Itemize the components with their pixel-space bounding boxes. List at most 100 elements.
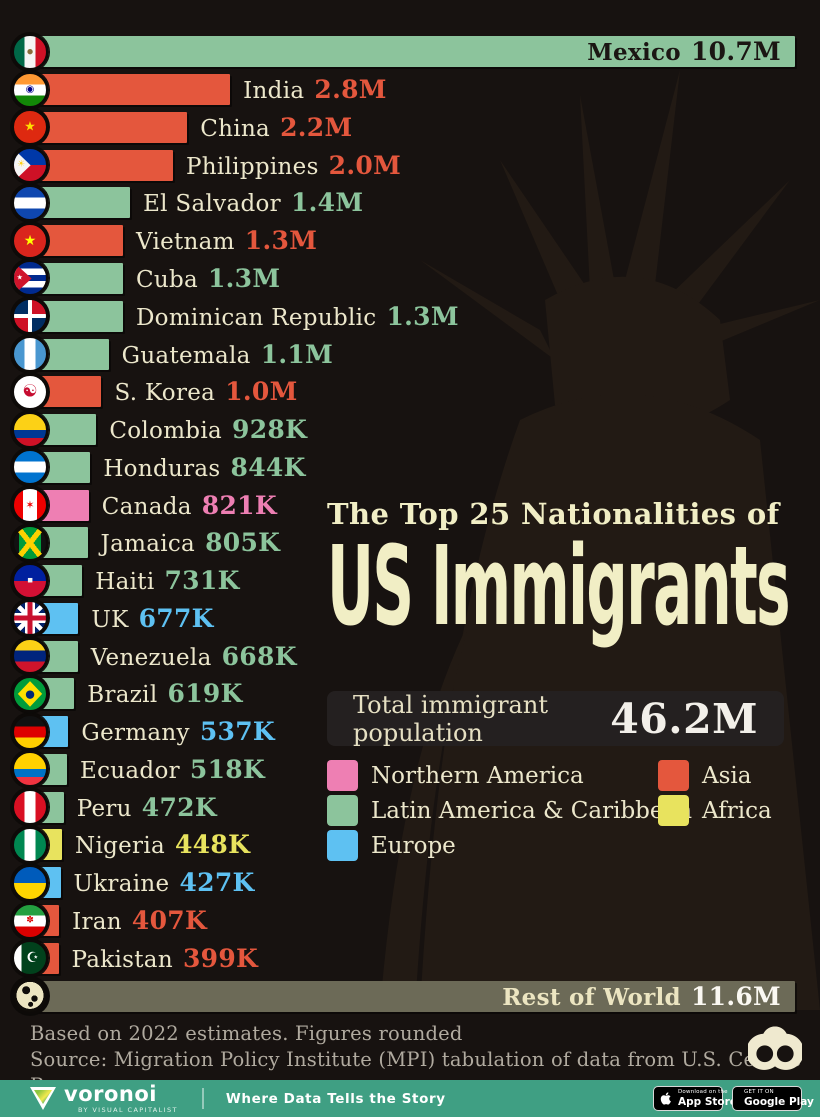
guatemala-flag-icon	[11, 335, 49, 374]
title-block: The Top 25 Nationalities of US Immigrant…	[327, 497, 791, 641]
value-label: 821K	[201, 490, 277, 520]
total-population-box: Total immigrant population 46.2M	[327, 691, 784, 747]
legend-label: Northern America	[371, 762, 584, 789]
country-label: Honduras	[103, 455, 221, 482]
bar-row-nigeria: Nigeria 448K	[0, 825, 820, 864]
google-play-badge-line2: Google Play	[744, 1095, 814, 1108]
china-flag-icon: ★	[11, 108, 49, 147]
legend-label: Asia	[702, 762, 752, 789]
voronoi-logo: voronoi BY VISUAL CAPITALIST	[64, 1083, 178, 1114]
legend-item-europe: Europe	[327, 830, 658, 861]
haiti-flag-icon: ▪	[11, 561, 49, 600]
footer-notes: Based on 2022 estimates. Figures rounded…	[30, 1021, 820, 1099]
bar-row-colombia: Colombia 928K	[0, 410, 820, 449]
legend-label: Latin America & Caribbean	[371, 797, 693, 824]
country-label: China	[200, 115, 271, 142]
bar-row-honduras: Honduras 844K	[0, 448, 820, 487]
bar-philippines	[30, 149, 173, 181]
country-label: S. Korea	[114, 380, 216, 407]
bar-row-rest-of-world: Rest of World 11.6M	[0, 977, 820, 1016]
value-label: 928K	[232, 415, 308, 445]
value-label: 805K	[205, 528, 281, 558]
bar-row-uk: UK 677K	[0, 599, 820, 638]
bar-row-brazil: ● Brazil 619K	[0, 674, 820, 713]
philippines-flag-icon: ☀	[11, 146, 49, 185]
country-label: Jamaica	[100, 531, 196, 558]
value-label: 537K	[199, 717, 275, 747]
legend-label: Europe	[371, 832, 456, 859]
value-label: 1.3M	[386, 301, 459, 331]
value-label: 11.6M	[690, 981, 781, 1011]
legend-swatch-europe	[327, 830, 358, 861]
chart-subtitle: The Top 25 Nationalities of	[327, 497, 780, 531]
country-label: Canada	[101, 493, 192, 520]
value-label: 448K	[175, 830, 251, 860]
bar-row-jamaica: Jamaica 805K	[0, 523, 820, 562]
country-label: UK	[91, 606, 129, 633]
s-korea-flag-icon: ☯	[11, 372, 49, 411]
bar-row-peru: Peru 472K	[0, 788, 820, 827]
jamaica-flag-icon	[11, 523, 49, 562]
value-label: 1.4M	[290, 188, 364, 218]
bar-row-iran: ✽ Iran 407K	[0, 901, 820, 940]
bar-row-haiti: ▪ Haiti 731K	[0, 561, 820, 600]
ecuador-flag-icon	[11, 750, 49, 789]
value-label: 677K	[138, 603, 214, 633]
value-label: 518K	[189, 754, 266, 784]
legend-swatch-africa	[658, 795, 689, 826]
peru-flag-icon	[11, 788, 49, 827]
value-label: 1.1M	[260, 339, 334, 369]
uk-flag-icon	[11, 599, 49, 638]
legend-swatch-northern-america	[327, 760, 358, 791]
dominican-republic-flag-icon	[11, 297, 49, 336]
bar-row-ecuador: Ecuador 518K	[0, 750, 820, 789]
country-label: Pakistan	[71, 946, 173, 973]
value-label: 619K	[167, 679, 243, 709]
canada-flag-icon: ✶	[11, 486, 49, 525]
value-label: 1.3M	[244, 226, 318, 256]
bar-row-canada: ✶ Canada 821K	[0, 486, 820, 525]
honduras-flag-icon	[11, 448, 49, 487]
value-label: 427K	[179, 868, 255, 898]
country-label: Haiti	[95, 569, 155, 596]
bar-india	[30, 74, 231, 106]
vietnam-flag-icon: ★	[11, 221, 49, 260]
total-population-value: 46.2M	[610, 694, 758, 743]
bar-china	[30, 111, 188, 143]
country-label: Rest of World	[502, 983, 681, 1011]
legend-swatch-asia	[658, 760, 689, 791]
visual-capitalist-logo-icon	[748, 1024, 802, 1072]
country-label: Nigeria	[75, 833, 165, 860]
value-label: 731K	[164, 566, 240, 596]
brand-bar: voronoi BY VISUAL CAPITALIST Where Data …	[0, 1080, 820, 1117]
bar-chart: ● Mexico 10.7M ◉ India 2.8M ★ China 2.2M ☀ Philipp…	[0, 32, 820, 1016]
bar-row-mexico: ● Mexico 10.7M	[0, 32, 820, 71]
india-flag-icon: ◉	[11, 70, 49, 109]
bar-row-pakistan: ☪ Pakistan 399K	[0, 939, 820, 978]
country-label: Peru	[76, 795, 132, 822]
value-label: 472K	[141, 792, 217, 822]
bar-row-dominican-republic: Dominican Republic 1.3M	[0, 297, 820, 336]
country-label: Brazil	[87, 682, 158, 709]
bar-row-cuba: ★ Cuba 1.3M	[0, 259, 820, 298]
cuba-flag-icon: ★	[11, 259, 49, 298]
country-label: Cuba	[135, 266, 198, 293]
legend-item-asia: Asia	[658, 760, 772, 791]
value-label: 399K	[182, 943, 259, 973]
google-play-badge-line1: GET IT ON	[744, 1089, 774, 1095]
iran-flag-icon: ✽	[11, 901, 49, 940]
bar-row-el-salvador: El Salvador 1.4M	[0, 183, 820, 222]
brand-tagline: Where Data Tells the Story	[225, 1090, 446, 1107]
value-label: 1.3M	[207, 263, 281, 293]
germany-flag-icon	[11, 712, 49, 751]
app-store-badge[interactable]: Download on the App Store	[653, 1086, 737, 1111]
country-label: Vietnam	[135, 229, 235, 256]
country-label: India	[243, 78, 305, 105]
bar-row-india: ◉ India 2.8M	[0, 70, 820, 109]
legend-label: Africa	[702, 797, 772, 824]
divider	[201, 1088, 204, 1109]
google-play-badge[interactable]: GET IT ON Google Play	[732, 1086, 814, 1111]
bar-row-china: ★ China 2.2M	[0, 108, 820, 147]
country-label: Guatemala	[121, 342, 251, 369]
bar-rest-of-world: Rest of World 11.6M	[30, 980, 795, 1012]
